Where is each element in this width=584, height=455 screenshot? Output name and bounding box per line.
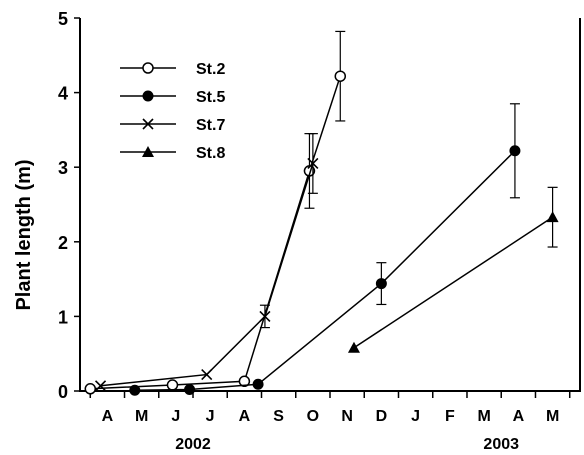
x-month-label: M xyxy=(135,408,148,425)
point-marker-cross xyxy=(307,157,319,170)
legend-entry: St.8 xyxy=(120,145,225,162)
point-marker-filled-circle xyxy=(142,90,154,102)
x-month-label: M xyxy=(477,408,490,425)
cross-stroke xyxy=(201,369,213,381)
point-marker-filled-circle xyxy=(129,384,141,396)
y-tick-label: 1 xyxy=(58,307,68,327)
series-group xyxy=(84,30,559,396)
x-month-label: D xyxy=(376,408,388,425)
x-month-label: M xyxy=(546,408,559,425)
series-st-8 xyxy=(347,186,559,353)
x-month-label: F xyxy=(445,408,455,425)
point-marker-filled-circle xyxy=(184,384,196,396)
y-tick-label: 3 xyxy=(58,158,68,178)
point-marker-triangle xyxy=(546,211,559,223)
point-marker-open-circle xyxy=(238,375,251,388)
x-month-label: O xyxy=(307,408,319,425)
axes: 0 1 2 3 4 5 A M J J A S O N D J F M A M 2002 2003 xyxy=(58,9,581,453)
point-marker-open-circle xyxy=(166,379,179,391)
x-year-label: 2003 xyxy=(483,436,519,453)
point-marker-filled-circle xyxy=(509,145,521,157)
point-marker-cross xyxy=(201,369,213,381)
point-marker-triangle xyxy=(142,146,154,157)
y-tick-label: 0 xyxy=(58,382,68,402)
y-tick-label: 2 xyxy=(58,233,68,253)
x-month-label: A xyxy=(513,408,525,425)
y-tick-label: 5 xyxy=(58,9,68,29)
legend-label: St.8 xyxy=(196,145,225,162)
x-month-label: A xyxy=(102,408,114,425)
series-line xyxy=(134,150,516,392)
legend-entry: St.2 xyxy=(120,61,225,78)
series-line xyxy=(100,163,314,387)
y-tick-label: 4 xyxy=(58,84,68,104)
point-marker-triangle xyxy=(347,341,360,353)
point-marker-cross xyxy=(259,310,271,322)
point-marker-cross xyxy=(142,118,154,130)
legend-label: St.7 xyxy=(196,117,225,134)
x-month-label: J xyxy=(171,408,180,425)
point-marker-filled-circle xyxy=(252,378,264,390)
legend-entry: St.7 xyxy=(120,117,225,134)
series-line xyxy=(353,216,554,349)
plot-frame xyxy=(79,18,581,392)
legend-label: St.2 xyxy=(196,61,225,78)
x-month-label: J xyxy=(206,408,215,425)
legend-entry: St.5 xyxy=(120,89,225,106)
point-marker-open-circle xyxy=(142,62,154,74)
point-marker-open-circle xyxy=(84,383,97,395)
cross-stroke xyxy=(259,310,271,322)
point-marker-filled-circle xyxy=(375,278,387,290)
x-month-label: A xyxy=(239,408,251,425)
x-month-label: J xyxy=(411,408,420,425)
series-st-7 xyxy=(94,133,319,392)
point-marker-cross xyxy=(94,380,107,392)
series-st-5 xyxy=(129,103,521,396)
x-month-label: N xyxy=(341,408,353,425)
cross-stroke xyxy=(142,118,154,130)
point-marker-open-circle xyxy=(334,70,347,82)
cross-stroke xyxy=(307,157,319,170)
legend-label: St.5 xyxy=(196,89,225,106)
x-year-label: 2002 xyxy=(175,436,211,453)
x-month-label: S xyxy=(273,408,284,425)
series-st-2 xyxy=(84,30,347,395)
cross-stroke xyxy=(94,380,107,392)
legend: St.2 St.5 St.7 St.8 xyxy=(120,61,225,162)
y-axis-title: Plant length (m) xyxy=(13,159,35,310)
